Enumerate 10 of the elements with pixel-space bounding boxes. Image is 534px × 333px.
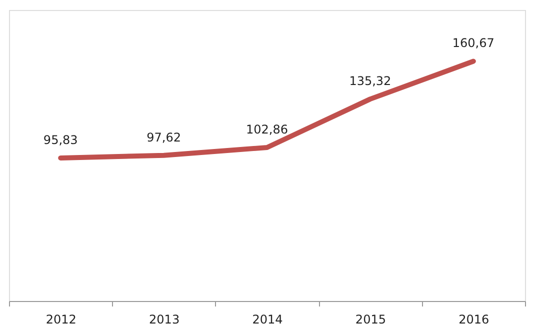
data-label: 97,62 [146, 130, 181, 144]
x-tick-label: 2012 [46, 312, 76, 326]
data-label: 160,67 [452, 36, 494, 50]
data-label: 135,32 [349, 74, 392, 88]
x-tick-label: 2014 [252, 312, 283, 326]
data-label: 95,83 [43, 132, 78, 147]
x-tick-label: 2013 [149, 312, 180, 326]
data-label: 102,86 [246, 122, 288, 136]
x-tick-label: 2016 [458, 312, 490, 326]
x-tick-label: 2015 [355, 312, 386, 326]
